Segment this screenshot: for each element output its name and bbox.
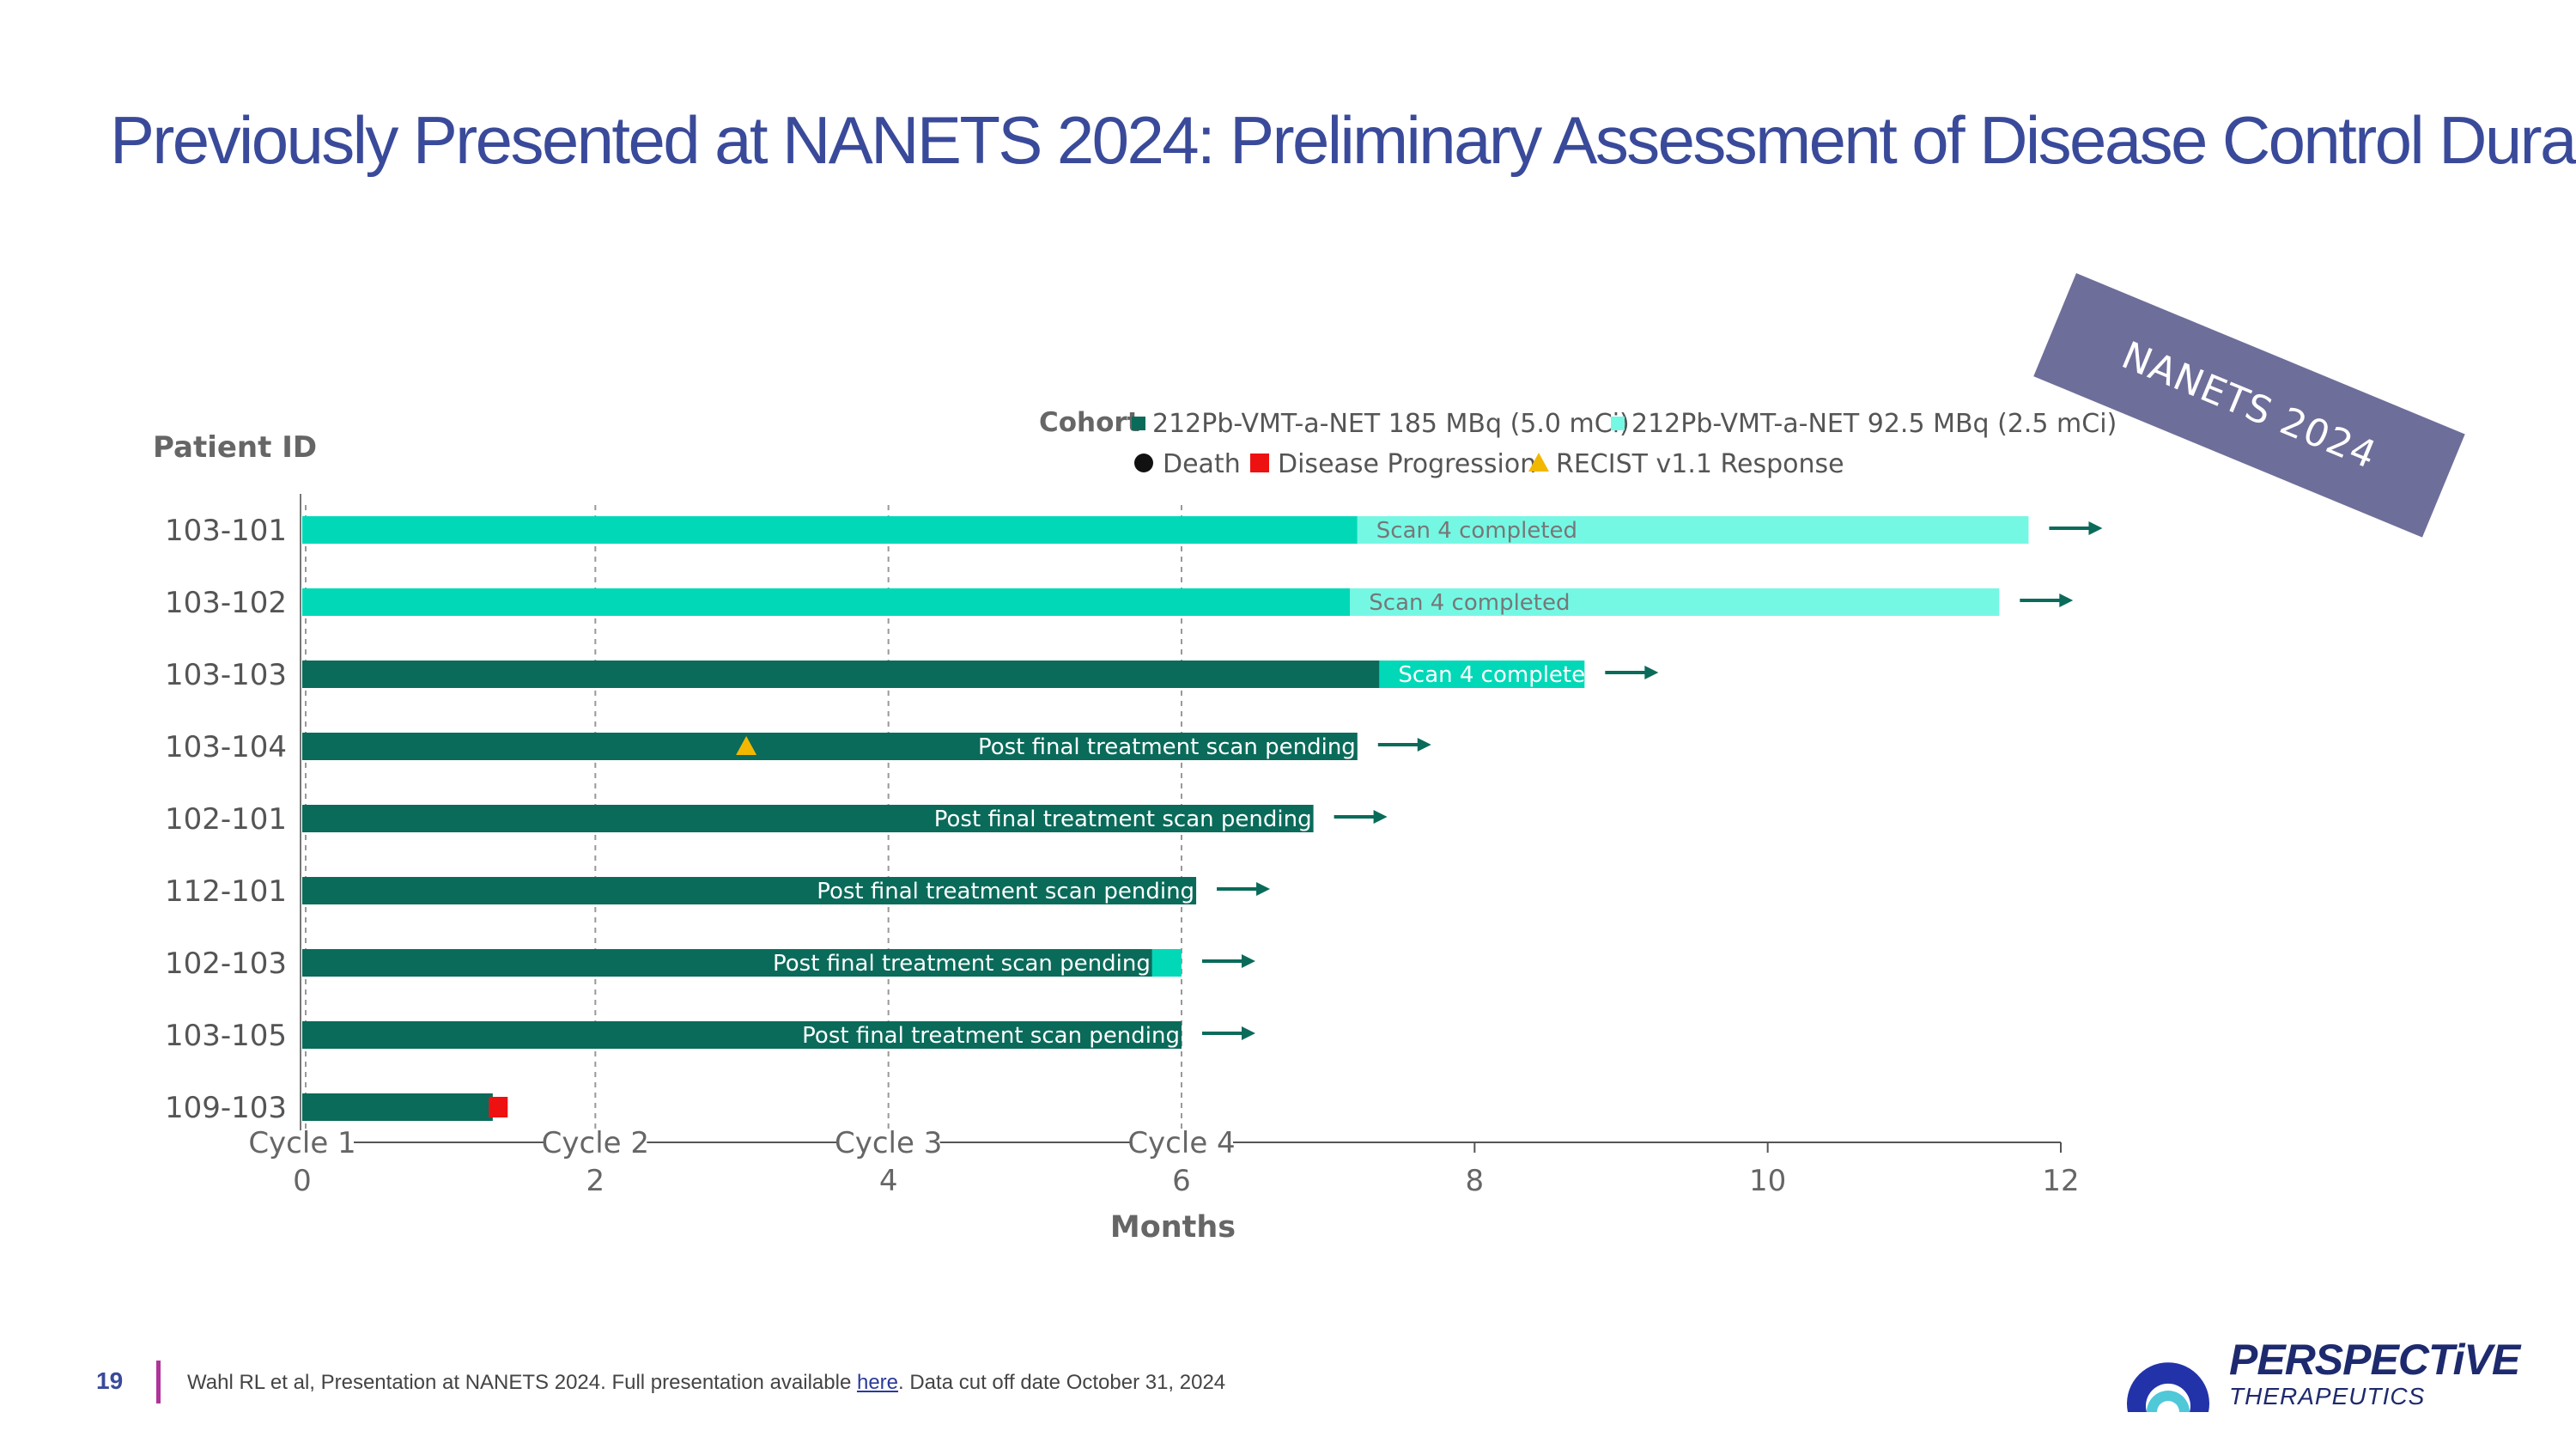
patient-id-102-103: 102-103	[165, 947, 287, 981]
bar-112-101-seg1	[302, 877, 1197, 904]
legend-cohort-label-2: 212Pb-VMT-a-NET 92.5 MBq (2.5 mCi)	[1631, 409, 2117, 439]
x-tick-label-6: 6	[1172, 1164, 1191, 1198]
x-axis-title: Months	[1110, 1210, 1236, 1245]
bar-note-102-101: Post final treatment scan pending	[934, 807, 1312, 832]
cycle-label-2: Cycle 2	[542, 1126, 649, 1160]
bar-103-103-seg1	[302, 661, 1380, 688]
footer-citation: Wahl RL et al, Presentation at NANETS 20…	[187, 1371, 1225, 1395]
bar-102-103-seg2	[1151, 949, 1182, 977]
cycle-label-4: Cycle 4	[1127, 1126, 1235, 1160]
x-tick-label-2: 2	[586, 1164, 605, 1198]
logo-mark-icon	[2127, 1362, 2209, 1412]
bar-note-103-101: Scan 4 completed	[1376, 518, 1577, 544]
ongoing-arrow-icon-103-101	[2088, 521, 2103, 535]
patient-id-112-101: 112-101	[165, 874, 287, 909]
bar-note-112-101: Post final treatment scan pending	[817, 879, 1194, 904]
bar-note-102-103: Post final treatment scan pending	[773, 951, 1151, 977]
ongoing-arrow-icon-112-101	[1256, 882, 1271, 896]
legend-death-icon	[1134, 454, 1153, 472]
bar-103-101-seg2	[1357, 516, 2029, 544]
ongoing-arrow-icon-103-104	[1417, 738, 1431, 752]
ongoing-arrow-icon-103-102	[2059, 594, 2074, 607]
logo-wordmark: PERSPECTiVE	[2229, 1336, 2520, 1384]
bar-103-102-seg2	[1350, 588, 2000, 616]
bar-102-103-seg1	[302, 949, 1152, 977]
legend-swatch-1	[1132, 417, 1145, 430]
x-tick-label-8: 8	[1466, 1164, 1485, 1198]
bar-note-103-102: Scan 4 completed	[1369, 590, 1570, 616]
disease-progression-icon-109-103	[489, 1097, 508, 1117]
patient-id-103-103: 103-103	[165, 658, 287, 692]
slide-title: Previously Presented at NANETS 2024: Pre…	[110, 102, 2576, 178]
bar-103-101-seg1	[302, 516, 1358, 544]
patient-id-103-101: 103-101	[165, 514, 287, 548]
ongoing-arrow-icon-103-103	[1644, 666, 1659, 679]
x-tick-label-0: 0	[293, 1164, 312, 1198]
legend-progression-icon	[1250, 454, 1269, 472]
y-axis-title: Patient ID	[153, 430, 317, 465]
bar-103-105-seg1	[302, 1021, 1182, 1049]
x-tick-label-10: 10	[1749, 1164, 1786, 1198]
recist-response-icon-103-104	[736, 736, 757, 755]
legend-event-label-1: Death	[1163, 449, 1241, 479]
logo-subtitle: THERAPEUTICS	[2229, 1383, 2426, 1409]
patient-id-103-102: 103-102	[165, 586, 287, 620]
bar-103-104-seg1	[302, 733, 1358, 760]
legend-recist-icon	[1528, 453, 1549, 472]
ongoing-arrow-icon-102-103	[1242, 954, 1255, 968]
presentation-link[interactable]: here	[856, 1371, 899, 1394]
bar-note-103-105: Post final treatment scan pending	[802, 1023, 1180, 1049]
cycle-label-bg-2	[544, 1130, 647, 1154]
footer-divider	[156, 1361, 161, 1403]
footer-prefix: Wahl RL et al, Presentation at NANETS 20…	[187, 1371, 857, 1394]
bar-102-101-seg1	[302, 805, 1314, 832]
cycle-label-bg-4	[1130, 1130, 1233, 1154]
ongoing-arrow-icon-102-101	[1373, 810, 1388, 824]
bar-note-103-104: Post final treatment scan pending	[978, 734, 1356, 760]
bar-103-103-seg2	[1379, 661, 1585, 688]
company-logo: PERSPECTiVE THERAPEUTICS	[2121, 1333, 2520, 1419]
legend-event-label-3: RECIST v1.1 Response	[1556, 449, 1844, 479]
cycle-label-bg-3	[836, 1130, 940, 1154]
x-tick-label-12: 12	[2042, 1164, 2079, 1198]
patient-id-103-104: 103-104	[165, 730, 287, 764]
legend-swatch-2	[1611, 417, 1625, 430]
cycle-label-3: Cycle 3	[835, 1126, 942, 1160]
bar-103-102-seg1	[302, 588, 1351, 616]
legend-cohort-label-1: 212Pb-VMT-a-NET 185 MBq (5.0 mCi)	[1152, 409, 1630, 439]
legend-cohort-title: Cohort	[1039, 407, 1140, 438]
legend-event-label-2: Disease Progression	[1278, 449, 1536, 479]
page-number: 19	[96, 1367, 124, 1394]
cycle-label-bg-1	[251, 1130, 354, 1154]
ongoing-arrow-icon-103-105	[1242, 1026, 1255, 1040]
bar-109-103-seg1	[302, 1093, 493, 1121]
x-tick-label-4: 4	[879, 1164, 898, 1198]
cycle-label-1: Cycle 1	[248, 1126, 355, 1160]
patient-id-109-103: 109-103	[165, 1091, 287, 1125]
footer-suffix: . Data cut off date October 31, 2024	[898, 1371, 1226, 1394]
bar-note-103-103: Scan 4 completed	[1398, 662, 1599, 688]
patient-id-103-105: 103-105	[165, 1019, 287, 1053]
patient-id-102-101: 102-101	[165, 802, 287, 837]
